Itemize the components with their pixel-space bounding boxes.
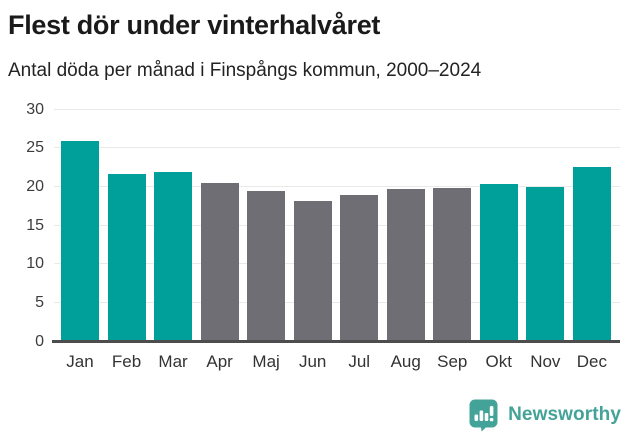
x-axis-labels: Jan Feb Mar Apr Maj Jun Jul Aug Sep Okt Nov Dec xyxy=(54,352,620,372)
y-axis-tick-label: 0 xyxy=(35,332,44,350)
gridline xyxy=(54,108,620,110)
x-axis-label: Apr xyxy=(206,351,233,371)
y-axis-tick-label: 30 xyxy=(26,100,44,118)
brand-footer: Newsworthy xyxy=(468,398,621,432)
x-axis-label: Dec xyxy=(576,351,607,371)
gridline xyxy=(54,263,620,265)
chart-title: Flest dör under vinterhalvåret xyxy=(8,10,381,40)
y-axis-tick-label: 10 xyxy=(26,255,44,273)
x-axis-label: Jan xyxy=(66,351,94,371)
x-axis-label: Sep xyxy=(437,351,468,371)
bar-apr xyxy=(200,183,239,342)
y-axis-tick-label: 25 xyxy=(26,139,44,157)
bar-chart: 0 5 10 15 20 25 30 Jan Feb Mar Apr Maj Jun Jul Aug Sep… xyxy=(8,101,623,372)
x-axis-label: Jul xyxy=(348,351,371,371)
x-axis-label: Aug xyxy=(390,351,421,371)
bar-jun xyxy=(293,200,332,342)
plot-area: 0 5 10 15 20 25 30 xyxy=(26,101,620,350)
gridline xyxy=(54,185,620,187)
bar-feb xyxy=(107,173,146,342)
y-axis-tick-label: 20 xyxy=(26,177,44,195)
newsworthy-logo-icon xyxy=(469,399,498,432)
bar-aug xyxy=(386,189,425,342)
y-axis-tick-label: 15 xyxy=(26,216,44,234)
x-axis-label: Jun xyxy=(298,351,327,371)
bar-maj xyxy=(247,190,286,342)
bar-sep xyxy=(433,187,472,342)
x-axis-label: Maj xyxy=(252,351,280,371)
x-axis-label: Mar xyxy=(158,351,188,371)
y-axis-tick-label: 5 xyxy=(35,293,44,311)
gridline xyxy=(54,147,620,149)
bar-jul xyxy=(340,194,379,342)
gridline xyxy=(54,224,620,226)
bar-nov xyxy=(526,186,565,342)
chart-subtitle: Antal döda per månad i Finspångs kommun,… xyxy=(8,59,482,81)
bars-row xyxy=(54,110,620,342)
x-axis-label: Nov xyxy=(530,351,561,371)
gridline xyxy=(54,301,620,303)
brand-name: Newsworthy xyxy=(508,404,621,425)
x-axis-label: Okt xyxy=(485,351,512,371)
bar-okt xyxy=(479,183,518,342)
bar-mar xyxy=(154,172,193,342)
bar-dec xyxy=(572,166,611,342)
x-axis-label: Feb xyxy=(111,351,142,371)
x-axis-line xyxy=(52,339,620,343)
bar-jan xyxy=(61,141,99,342)
